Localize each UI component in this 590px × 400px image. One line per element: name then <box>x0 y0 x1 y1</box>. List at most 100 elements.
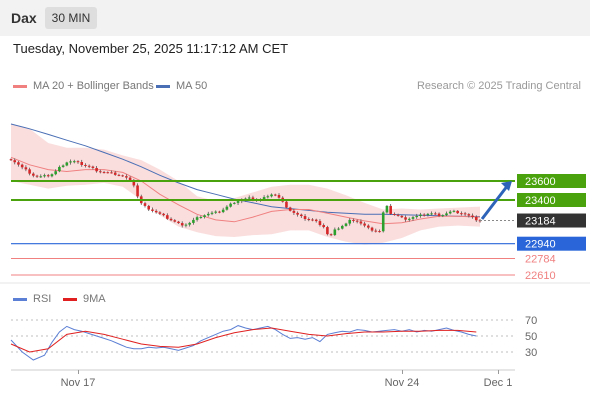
candle-body <box>229 203 232 207</box>
rsi-ma-legend-label: 9MA <box>83 293 106 305</box>
candle-body <box>333 229 337 235</box>
candle-body <box>322 225 325 228</box>
candle-body <box>463 213 467 215</box>
x-tick-label-1: Nov 24 <box>385 377 420 389</box>
level-tag-23400 <box>517 193 586 207</box>
candle-body <box>151 209 154 211</box>
candle-body <box>13 160 17 163</box>
rsi-tick-50: 50 <box>525 331 537 343</box>
candle-body <box>456 210 459 214</box>
candle-body <box>210 212 214 214</box>
chart-header: Dax 30 MIN <box>0 0 590 36</box>
candle-body <box>389 205 392 214</box>
candle-body <box>158 212 162 214</box>
candle-body <box>430 213 433 215</box>
candle-body <box>203 215 206 218</box>
level-label-23600: 23600 <box>525 176 556 188</box>
ma50-legend-label: MA 50 <box>176 80 208 92</box>
bollinger-band <box>11 124 480 245</box>
candle-body <box>192 219 195 223</box>
candle-body <box>273 194 277 196</box>
chart-datetime: Tuesday, November 25, 2025 11:17:12 AM C… <box>13 41 289 56</box>
candle-body <box>206 213 210 216</box>
projection-arrow-head <box>501 181 512 191</box>
candle-body <box>419 214 422 216</box>
candle-body <box>236 201 240 203</box>
candle-body <box>251 197 255 200</box>
candle-body <box>393 213 396 215</box>
candle-body <box>99 171 102 173</box>
candle-body <box>422 214 426 216</box>
candle-body <box>426 213 430 216</box>
candle-body <box>9 159 13 161</box>
candle-body <box>225 206 229 210</box>
candle-body <box>352 219 355 221</box>
candle-body <box>46 175 50 177</box>
candle-body <box>184 224 188 226</box>
candle-body <box>35 175 39 177</box>
candle-body <box>80 162 84 165</box>
candle-body <box>277 195 281 198</box>
candle-body <box>87 165 91 167</box>
candle-body <box>445 213 448 216</box>
candle-body <box>292 210 296 213</box>
candle-body <box>300 214 303 217</box>
ma50-legend-swatch <box>156 84 170 88</box>
ma20-legend: MA 20 + Bollinger Bands <box>13 80 154 92</box>
candle-body <box>154 210 158 213</box>
candle-body <box>318 221 322 226</box>
candle-body <box>381 212 385 232</box>
candle-body <box>303 216 307 220</box>
projection-arrow <box>480 184 510 220</box>
candle-body <box>110 172 113 174</box>
candle-body <box>195 217 199 220</box>
candle-body <box>474 217 478 221</box>
level-tag-23600 <box>517 174 586 188</box>
rsi-legend-label: RSI <box>33 293 52 305</box>
level-tag-23184 <box>517 213 586 228</box>
candle-body <box>355 220 359 222</box>
candle-body <box>20 164 24 168</box>
candle-body <box>17 162 20 165</box>
rsi-ma-line <box>10 327 477 353</box>
level-label-23400: 23400 <box>525 195 556 207</box>
level-label-22784: 22784 <box>525 254 556 266</box>
candle-body <box>288 207 292 211</box>
candle-body <box>221 209 225 213</box>
candle-body <box>460 213 463 215</box>
level-tag-22940 <box>517 236 586 251</box>
candle-body <box>214 211 218 213</box>
ma20-line <box>10 156 481 225</box>
candle-body <box>24 167 28 170</box>
candle-body <box>132 179 136 186</box>
candle-body <box>76 161 80 163</box>
rsi-legend: RSI <box>13 293 51 305</box>
candle-body <box>340 225 344 229</box>
candle-body <box>467 214 471 216</box>
candle-body <box>84 164 87 166</box>
candle-body <box>136 185 139 197</box>
candle-body <box>374 230 378 232</box>
candle-body <box>95 167 98 172</box>
candle-body <box>370 227 374 231</box>
candle-body <box>28 169 31 174</box>
timeframe-button[interactable]: 30 MIN <box>45 7 97 29</box>
x-tick-label-0: Nov 17 <box>61 377 96 389</box>
candle-body <box>166 215 169 219</box>
level-label-22940: 22940 <box>525 239 556 251</box>
candle-body <box>262 197 266 200</box>
candle-body <box>452 210 456 212</box>
candle-body <box>363 223 366 226</box>
candle-body <box>314 219 318 222</box>
candle-body <box>348 219 352 224</box>
candle-body <box>329 234 333 236</box>
rsi-ma-legend-swatch <box>63 297 77 301</box>
candle-body <box>434 213 437 215</box>
candle-body <box>270 194 273 197</box>
candle-body <box>169 218 173 221</box>
candle-body <box>247 197 251 199</box>
ma20-legend-swatch <box>13 84 27 88</box>
candle-body <box>471 215 474 218</box>
rsi-ma-legend: 9MA <box>63 293 106 305</box>
